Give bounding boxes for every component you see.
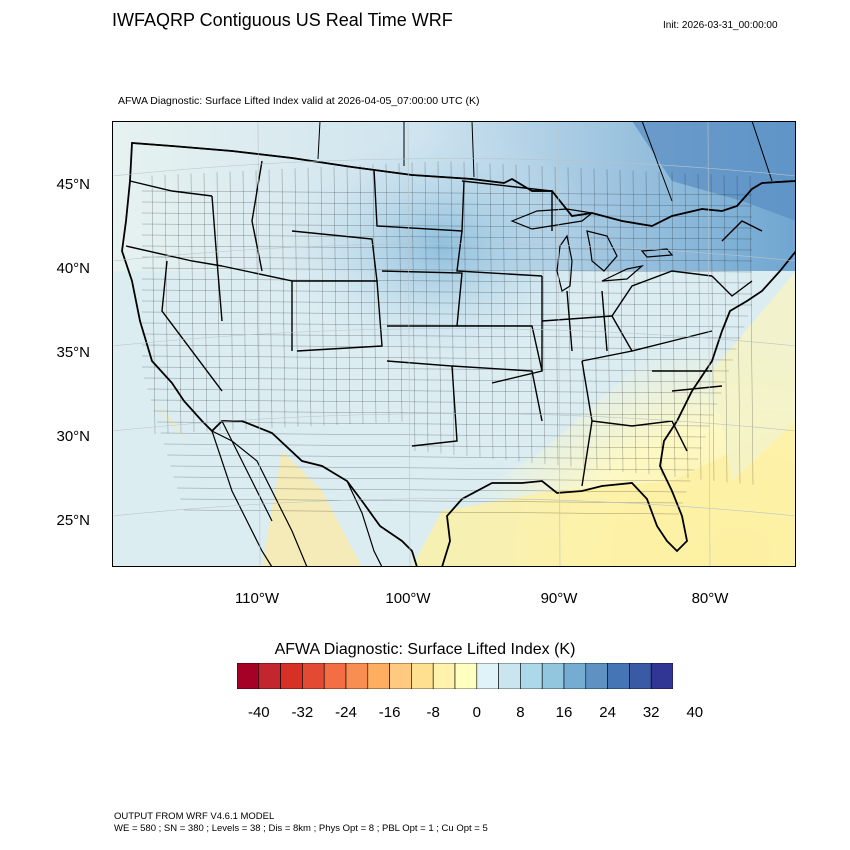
colorbar-label: -8 xyxy=(426,704,440,721)
field-cold-northeast xyxy=(632,121,796,221)
colorbar-swatch xyxy=(258,663,281,689)
plot-title: IWFAQRP Contiguous US Real Time WRF xyxy=(112,10,453,30)
colorbar-label: 8 xyxy=(516,704,525,721)
colorbar-label: 16 xyxy=(555,704,573,721)
canada-province-lines xyxy=(317,121,773,202)
colorbar-label: 40 xyxy=(686,704,704,721)
lat-label-45: 45°N xyxy=(56,176,90,193)
colorbar-swatch xyxy=(345,663,369,689)
map-frame xyxy=(112,121,796,567)
baja-coast xyxy=(211,420,273,567)
colorbar-swatch xyxy=(367,663,390,689)
lake-michigan xyxy=(556,234,573,292)
lon-label-110: 110°W xyxy=(234,590,280,607)
lat-label-40: 40°N xyxy=(56,260,90,277)
colorbar-swatch xyxy=(411,663,434,689)
colorbar-label: -32 xyxy=(291,704,314,721)
lat-label-25: 25°N xyxy=(56,512,90,529)
footer-model: OUTPUT FROM WRF V4.6.1 MODEL xyxy=(114,811,275,822)
field-gulf-warm xyxy=(412,421,796,567)
colorbar-label: -40 xyxy=(247,704,270,721)
colorbar-label: -24 xyxy=(335,704,357,721)
colorbar-swatch xyxy=(607,663,630,689)
colorbar-swatch xyxy=(280,663,303,689)
colorbar-swatch xyxy=(432,663,456,689)
mexico-border xyxy=(211,430,383,567)
footer-config: WE = 580 ; SN = 380 ; Levels = 38 ; Dis … xyxy=(114,823,488,834)
graticule xyxy=(112,121,796,567)
field-atlantic-warm xyxy=(712,271,796,481)
colorbar-swatch xyxy=(237,663,260,689)
plot-subtitle: AFWA Diagnostic: Surface Lifted Index va… xyxy=(118,95,480,107)
colorbar-swatch xyxy=(629,663,652,689)
colorbar-swatch xyxy=(541,663,565,689)
colorbar-swatch xyxy=(302,663,325,689)
map-panel xyxy=(112,121,796,567)
colorbar-title: AFWA Diagnostic: Surface Lifted Index (K… xyxy=(274,641,576,658)
lon-label-80: 80°W xyxy=(691,590,729,607)
colorbar-label: -16 xyxy=(378,704,401,721)
lon-label-100: 100°W xyxy=(385,590,431,607)
colorbar-label: 32 xyxy=(642,704,660,721)
lat-label-35: 35°N xyxy=(56,344,90,361)
colorbar xyxy=(237,663,673,689)
field-baja-warm xyxy=(262,451,362,567)
colorbar-swatch xyxy=(476,663,499,689)
lat-label-30: 30°N xyxy=(56,428,90,445)
colorbar-swatch xyxy=(323,663,347,689)
colorbar-swatch xyxy=(498,663,521,689)
init-time: Init: 2026-03-31_00:00:00 xyxy=(663,20,778,31)
lon-label-90: 90°W xyxy=(540,590,578,607)
colorbar-swatch xyxy=(454,663,478,689)
colorbar-swatch xyxy=(585,663,608,689)
county-boundaries xyxy=(141,161,754,515)
colorbar-label: 24 xyxy=(599,704,616,721)
colorbar-swatch xyxy=(650,663,673,689)
colorbar-swatch xyxy=(563,663,587,689)
lake-superior xyxy=(510,208,594,230)
colorbar-swatch xyxy=(520,663,543,689)
colorbar-swatch xyxy=(389,663,412,689)
lake-erie xyxy=(601,264,645,282)
colorbar-label: 0 xyxy=(472,704,481,721)
